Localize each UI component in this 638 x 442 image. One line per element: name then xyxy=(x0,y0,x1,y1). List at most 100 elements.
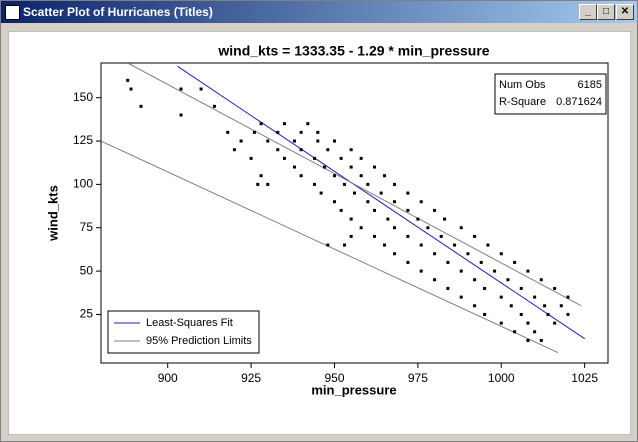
point xyxy=(433,252,437,256)
point xyxy=(483,312,487,316)
point xyxy=(466,252,470,256)
point xyxy=(232,148,236,152)
point xyxy=(473,234,477,238)
x-axis-label: min_pressure xyxy=(311,382,396,397)
point xyxy=(393,252,397,256)
point xyxy=(459,295,463,299)
chart: wind_kts = 1333.35 - 1.29 * min_pressure… xyxy=(8,31,631,435)
point xyxy=(179,113,183,117)
point xyxy=(312,156,316,160)
y-axis-label: wind_kts xyxy=(45,185,60,242)
point xyxy=(433,208,437,212)
point xyxy=(339,208,343,212)
point xyxy=(249,156,253,160)
point xyxy=(566,295,570,299)
point xyxy=(419,200,423,204)
point xyxy=(373,208,377,212)
point xyxy=(386,217,390,221)
y-tick-label: 100 xyxy=(73,177,93,191)
point xyxy=(332,139,336,143)
point xyxy=(226,130,230,134)
point xyxy=(366,182,370,186)
point xyxy=(179,87,183,91)
point xyxy=(439,234,443,238)
point xyxy=(419,243,423,247)
point xyxy=(259,122,263,126)
point xyxy=(129,87,133,91)
point xyxy=(526,338,530,342)
point xyxy=(553,286,557,290)
point xyxy=(416,217,420,221)
point xyxy=(373,234,377,238)
point xyxy=(373,165,377,169)
point xyxy=(533,295,537,299)
point xyxy=(359,226,363,230)
point xyxy=(299,174,303,178)
lines xyxy=(101,63,585,354)
point xyxy=(312,182,316,186)
title-bar: Scatter Plot of Hurricanes (Titles) _ □ … xyxy=(1,1,637,23)
y-tick-label: 150 xyxy=(73,90,93,104)
inset-box xyxy=(494,73,607,115)
point xyxy=(316,139,320,143)
x-tick-label: 1025 xyxy=(571,371,598,385)
point xyxy=(406,208,410,212)
point xyxy=(446,260,450,264)
point xyxy=(486,243,490,247)
point xyxy=(239,139,243,143)
minimize-button[interactable]: _ xyxy=(579,4,597,20)
point xyxy=(499,295,503,299)
point xyxy=(553,321,557,325)
point xyxy=(406,260,410,264)
point xyxy=(139,104,143,108)
point xyxy=(383,174,387,178)
point xyxy=(366,200,370,204)
point xyxy=(499,321,503,325)
point xyxy=(282,122,286,126)
point xyxy=(479,260,483,264)
point xyxy=(419,269,423,273)
point xyxy=(319,191,323,195)
point xyxy=(426,226,430,230)
point xyxy=(506,278,510,282)
window-icon xyxy=(5,5,20,20)
point xyxy=(359,156,363,160)
point xyxy=(406,234,410,238)
point xyxy=(256,182,260,186)
x-tick-label: 925 xyxy=(241,371,261,385)
point xyxy=(353,191,356,195)
point xyxy=(509,304,513,308)
point xyxy=(276,148,280,152)
point xyxy=(349,217,353,221)
x-tick-label: 900 xyxy=(158,371,178,385)
point xyxy=(299,130,303,134)
point xyxy=(539,278,543,282)
close-button[interactable]: ✕ xyxy=(616,4,634,20)
point xyxy=(526,321,530,325)
point xyxy=(306,122,310,126)
maximize-button[interactable]: □ xyxy=(597,4,615,20)
point xyxy=(266,139,270,143)
point xyxy=(292,139,296,143)
point xyxy=(519,312,523,316)
point xyxy=(326,148,330,152)
point xyxy=(559,304,563,308)
point xyxy=(493,269,497,273)
point xyxy=(433,278,437,282)
point xyxy=(379,191,383,195)
point xyxy=(342,243,346,247)
point xyxy=(483,286,487,290)
inset-label: R-Square xyxy=(499,96,546,108)
window-title: Scatter Plot of Hurricanes (Titles) xyxy=(23,5,213,19)
x-tick-label: 975 xyxy=(408,371,428,385)
fit-line xyxy=(177,66,585,340)
fit-line xyxy=(127,63,582,307)
point xyxy=(299,148,303,152)
point xyxy=(322,165,326,169)
point xyxy=(332,174,336,178)
point xyxy=(393,226,397,230)
point xyxy=(513,330,517,334)
point xyxy=(342,182,346,186)
legend-label: 95% Prediction Limits xyxy=(146,335,252,347)
